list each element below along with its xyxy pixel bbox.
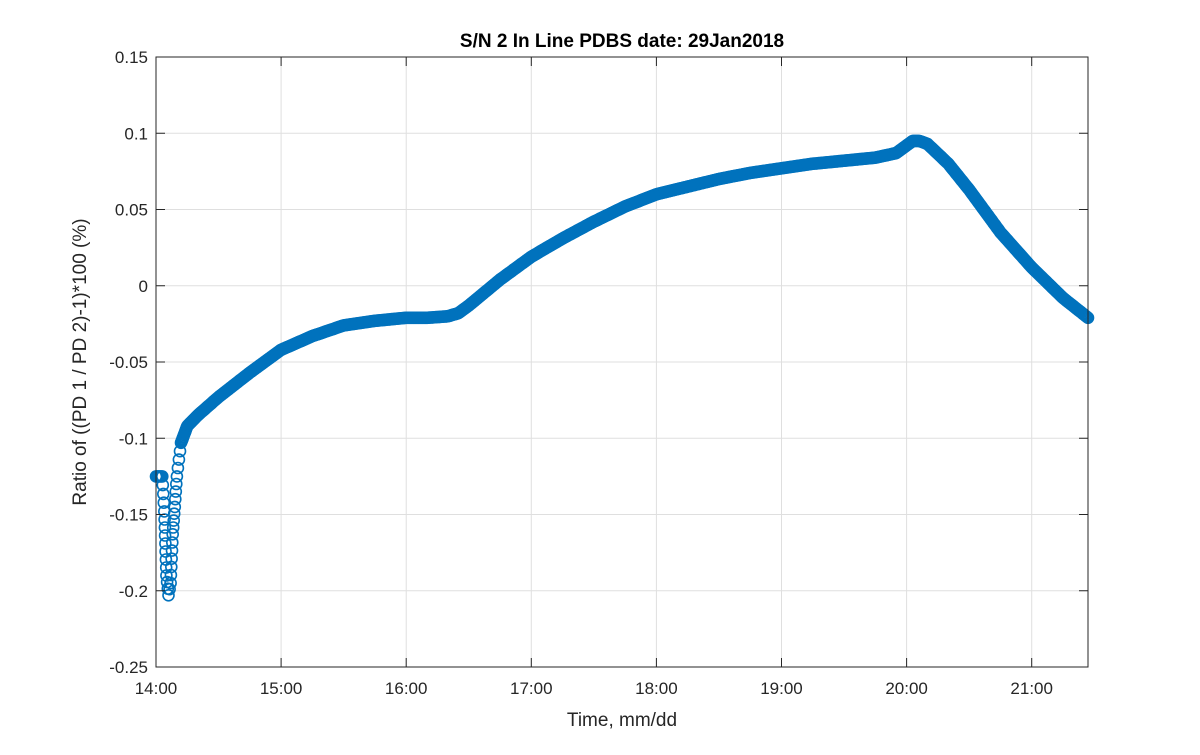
data-point: [159, 537, 172, 550]
data-point: [167, 507, 181, 521]
y-tick-label: -0.15: [109, 506, 148, 525]
data-point: [158, 529, 172, 542]
y-tick-label: 0: [139, 277, 148, 296]
data-point: [157, 496, 171, 510]
x-tick-label: 15:00: [260, 679, 303, 698]
y-tick-label: -0.05: [109, 353, 148, 372]
x-tick-label: 21:00: [1010, 679, 1053, 698]
x-tick-label: 16:00: [385, 679, 428, 698]
y-tick-label: -0.25: [109, 658, 148, 677]
x-tick-label: 14:00: [135, 679, 178, 698]
x-tick-label: 19:00: [760, 679, 803, 698]
data-point: [166, 527, 179, 541]
y-tick-label: 0.15: [115, 48, 148, 67]
data-point: [162, 588, 175, 602]
data-point: [165, 560, 178, 574]
x-axis-label: Time, mm/dd: [567, 710, 677, 731]
y-axis-label: Ratio of ((PD 1 / PD 2)-1)*100 (%): [70, 218, 91, 505]
data-point: [169, 485, 183, 498]
data-point: [168, 500, 182, 514]
data-point: [164, 576, 177, 590]
data-point: [156, 478, 170, 492]
data-point: [172, 453, 186, 466]
x-tick-label: 20:00: [885, 679, 928, 698]
data-point: [158, 521, 172, 534]
points-layer: [149, 134, 1095, 602]
data-point: [166, 521, 180, 534]
data-point: [170, 477, 183, 491]
x-tick-label: 18:00: [635, 679, 678, 698]
data-point: [164, 568, 178, 582]
chart-title: S/N 2 In Line PDBS date: 29Jan2018: [460, 31, 784, 52]
y-tick-label: 0.1: [124, 124, 148, 143]
y-tick-label: -0.2: [119, 582, 148, 601]
ticks-layer: 14:00 15:00 16:00 17:00 18:00 19:00 20:00 21:00…: [109, 48, 1088, 698]
data-point: [156, 470, 169, 483]
x-tick-label: 17:00: [510, 679, 553, 698]
data-point: [167, 514, 180, 527]
data-point: [171, 461, 185, 475]
data-point: [170, 470, 184, 483]
data-point: [157, 487, 170, 501]
data-point: [165, 552, 178, 566]
data-point: [169, 492, 182, 506]
y-tick-label: 0.05: [115, 201, 148, 220]
data-point: [163, 582, 176, 596]
data-point: [165, 544, 179, 557]
y-tick-label: -0.1: [119, 429, 148, 448]
data-point: [166, 536, 179, 549]
